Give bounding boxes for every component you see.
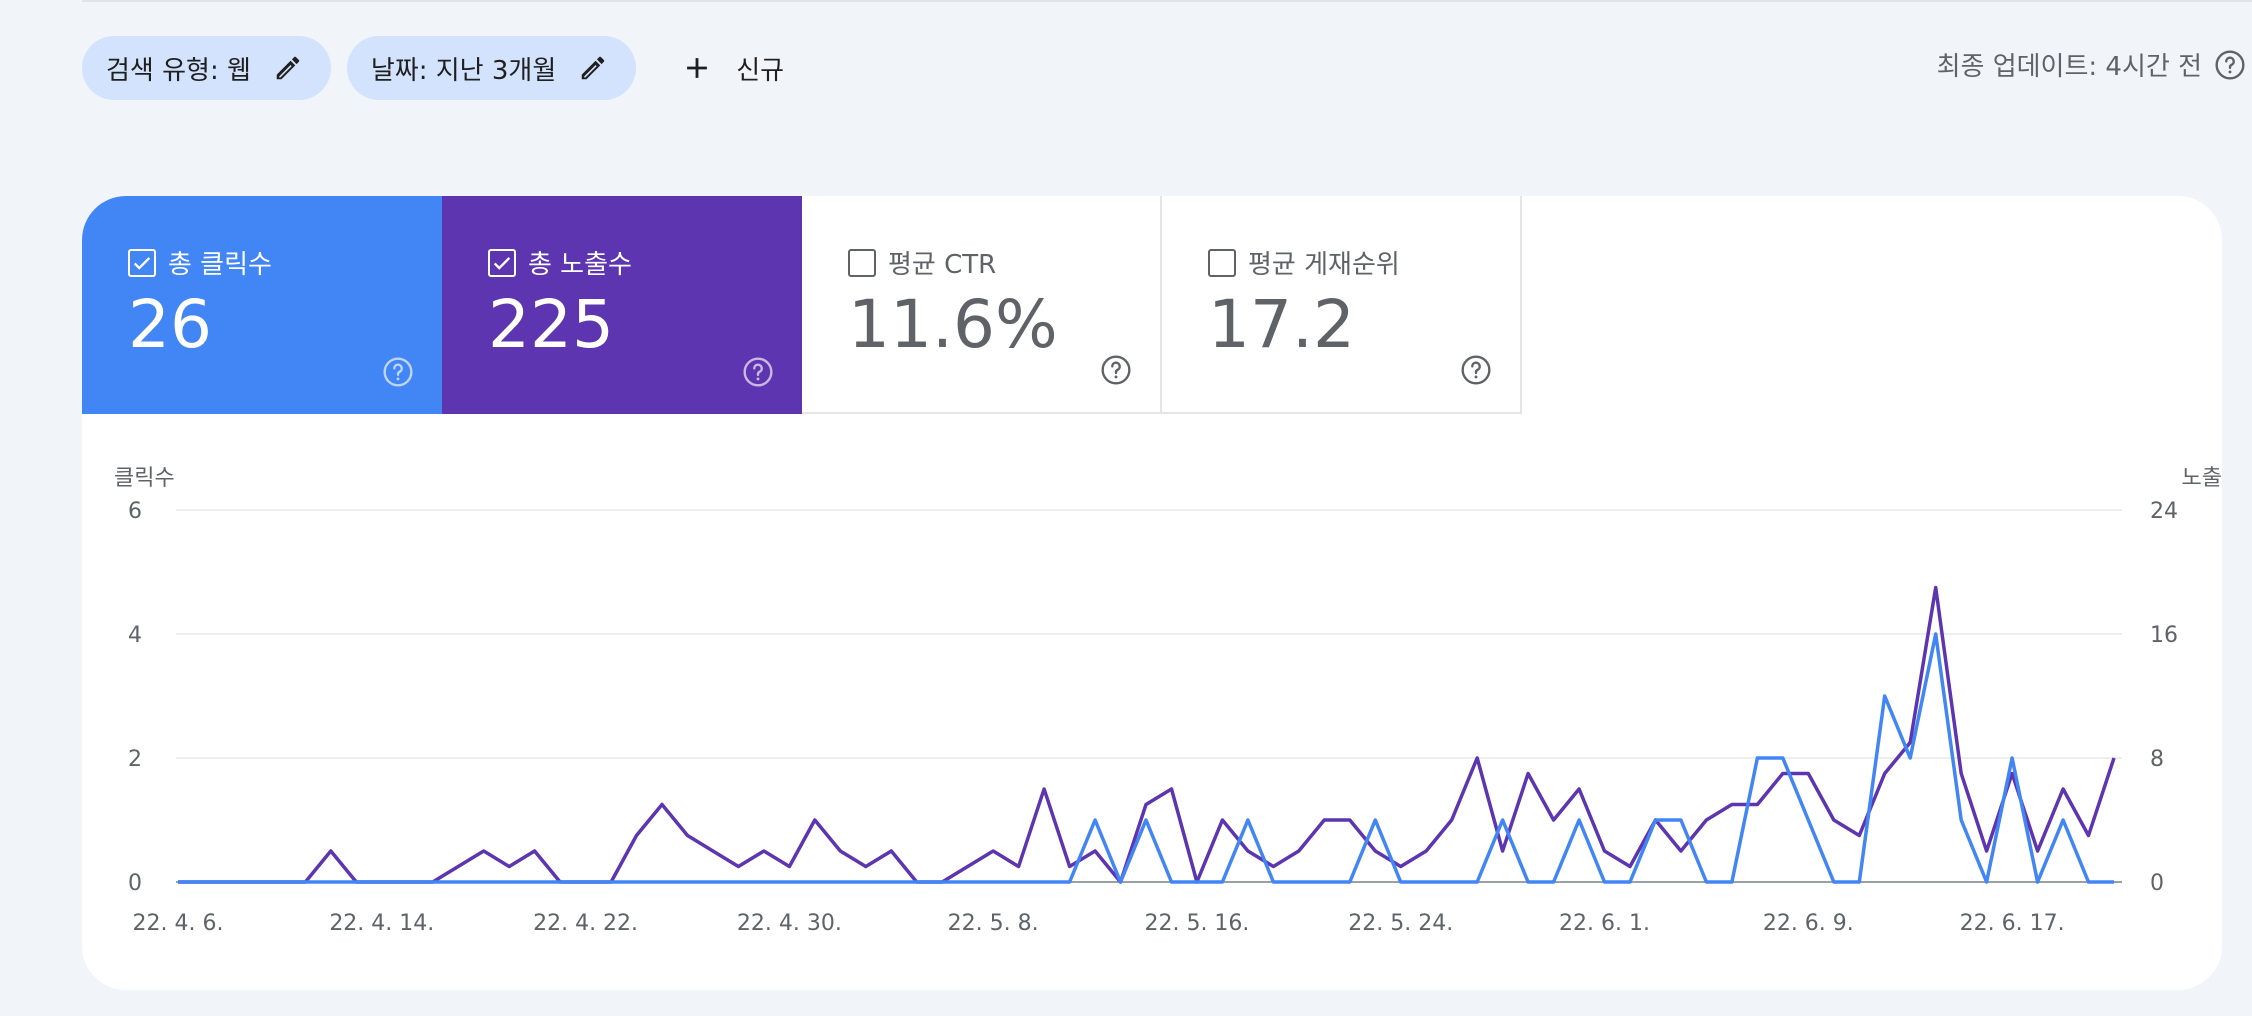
metric-value: 17.2 (1208, 286, 1355, 363)
metric-head: 평균 CTR (848, 244, 996, 281)
top-divider (82, 0, 2252, 4)
left-tick-label: 0 (128, 871, 142, 896)
checkbox-unchecked-icon[interactable] (1208, 248, 1236, 277)
date-filter-label: 날짜: 지난 3개월 (370, 55, 557, 86)
x-tick-label: 22. 6. 1. (1559, 911, 1650, 936)
x-tick-label: 22. 5. 8. (948, 911, 1039, 936)
last-updated-text: 최종 업데이트: 4시간 전 (1936, 52, 2202, 82)
help-icon[interactable] (742, 356, 774, 388)
metric-label: 평균 게재순위 (1248, 250, 1400, 280)
new-filter-button[interactable]: 신규 (652, 36, 804, 100)
x-tick-label: 22. 5. 16. (1144, 911, 1249, 936)
series-line (178, 632, 2114, 884)
metric-value: 11.6% (848, 286, 1058, 363)
left-axis-title: 클릭수 (114, 466, 175, 491)
checkbox-checked-icon[interactable] (128, 248, 156, 277)
help-icon[interactable] (382, 356, 414, 388)
help-icon[interactable] (2214, 49, 2246, 81)
metric-label: 총 클릭수 (168, 250, 272, 280)
edit-pencil-icon (582, 56, 605, 80)
metric-head: 평균 게재순위 (1208, 244, 1400, 281)
metric-label: 평균 CTR (888, 250, 997, 280)
metric-head: 총 노출수 (488, 244, 632, 281)
help-icon[interactable] (1460, 354, 1492, 386)
right-axis-title: 노출 (2181, 466, 2222, 491)
edit-pencil-icon (276, 56, 300, 80)
x-tick-label: 22. 4. 30. (737, 911, 842, 936)
right-tick-label: 24 (2150, 499, 2178, 524)
x-tick-label: 22. 4. 22. (533, 911, 638, 936)
plus-icon (687, 58, 708, 78)
metric-total-clicks[interactable]: 총 클릭수 26 (82, 196, 442, 414)
checkbox-unchecked-icon[interactable] (848, 248, 876, 277)
left-tick-label: 2 (128, 747, 142, 772)
performance-card: 총 클릭수 26 총 노출수 225 평균 CTR 11.6% 평균 게재순 (82, 196, 2222, 990)
metric-average-position[interactable]: 평균 게재순위 17.2 (1162, 196, 1522, 414)
x-tick-label: 22. 6. 17. (1960, 911, 2065, 936)
last-updated: 최종 업데이트: 4시간 전 (1937, 46, 2246, 83)
filter-bar: 검색 유형: 웹 날짜: 지난 3개월 신규 (82, 36, 804, 100)
x-tick-label: 22. 4. 6. (133, 911, 224, 936)
right-tick-label: 0 (2150, 871, 2164, 896)
x-tick-label: 22. 4. 14. (329, 911, 434, 936)
search-type-filter-label: 검색 유형: 웹 (106, 55, 251, 86)
help-icon[interactable] (1100, 354, 1132, 386)
left-tick-label: 4 (128, 623, 142, 648)
metric-total-impressions[interactable]: 총 노출수 225 (442, 196, 802, 414)
date-filter-chip[interactable]: 날짜: 지난 3개월 (346, 36, 637, 100)
x-tick-label: 22. 5. 24. (1348, 911, 1453, 936)
search-type-filter-chip[interactable]: 검색 유형: 웹 (82, 36, 331, 100)
right-tick-label: 16 (2150, 623, 2178, 648)
metric-value: 26 (128, 286, 212, 363)
new-filter-label: 신규 (736, 55, 785, 86)
checkbox-checked-icon[interactable] (488, 248, 516, 277)
metric-label: 총 노출수 (528, 250, 632, 280)
metric-value: 225 (488, 286, 614, 363)
x-tick-label: 22. 6. 9. (1763, 911, 1854, 936)
metric-tabs: 총 클릭수 26 총 노출수 225 평균 CTR 11.6% 평균 게재순 (82, 196, 1522, 414)
series-line (178, 585, 2116, 884)
left-tick-label: 6 (128, 499, 142, 524)
metric-head: 총 클릭수 (128, 244, 272, 281)
metric-average-ctr[interactable]: 평균 CTR 11.6% (802, 196, 1162, 414)
right-tick-label: 8 (2150, 747, 2164, 772)
